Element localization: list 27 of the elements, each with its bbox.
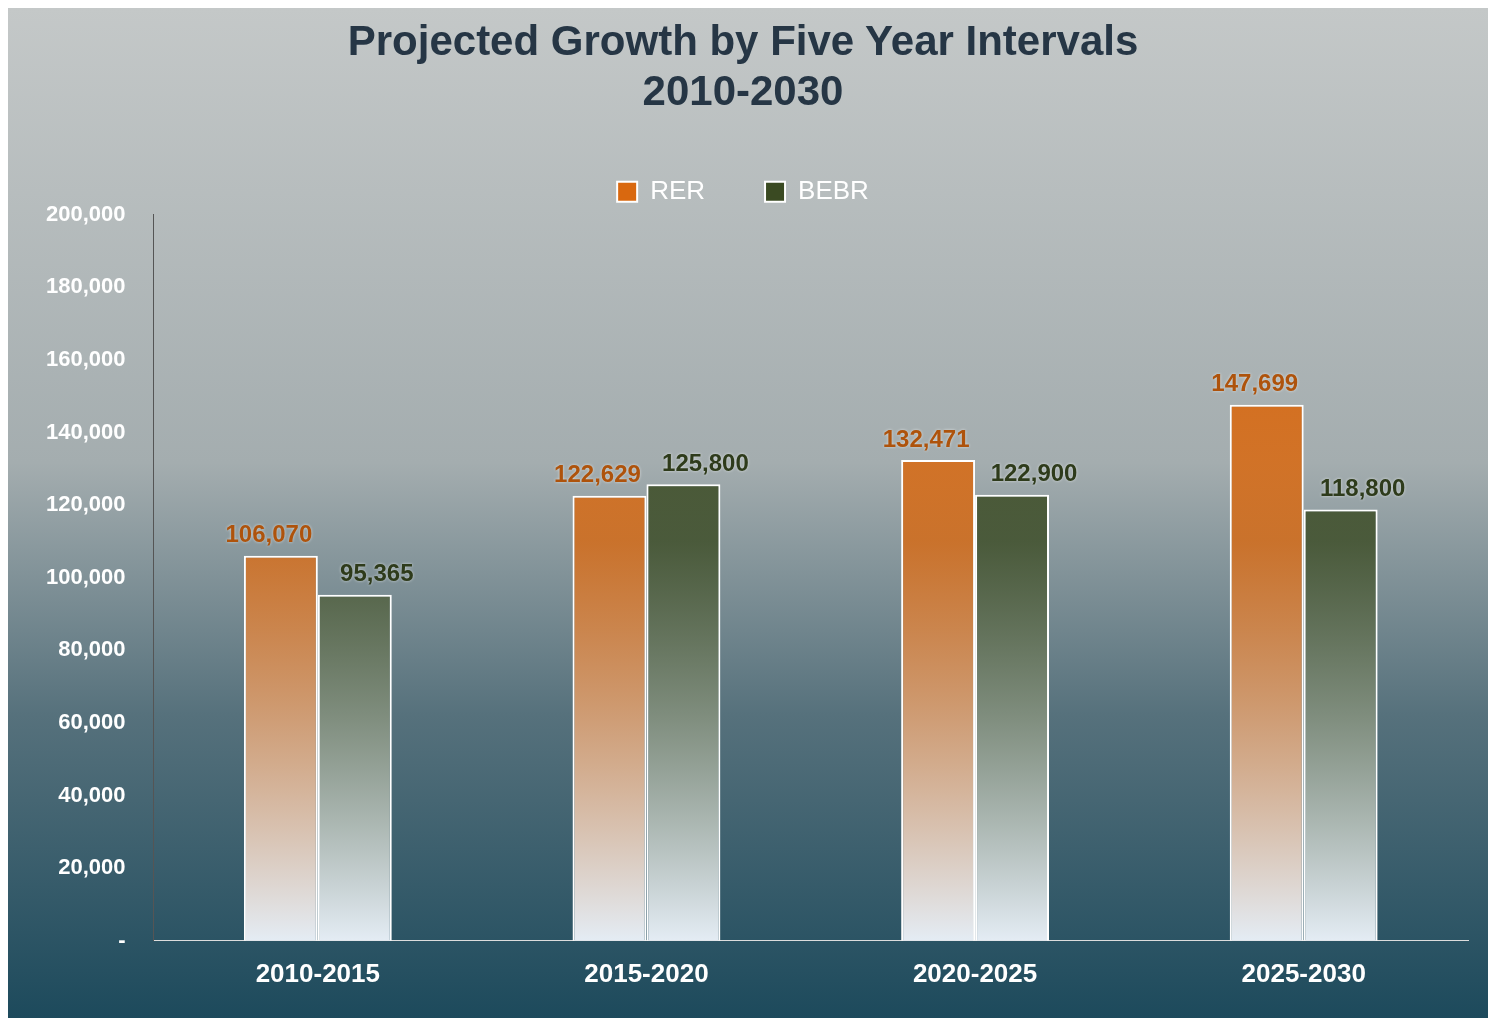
x-tick-label: 2025-2030 [1241, 957, 1366, 988]
data-label: 95,365 [340, 559, 414, 587]
x-tick-label: 2015-2020 [584, 957, 709, 988]
legend-label: BEBR [798, 174, 869, 205]
y-tick-label: 20,000 [58, 854, 126, 880]
y-tick-label: 160,000 [45, 346, 126, 372]
y-tick-label: 60,000 [58, 709, 126, 735]
data-label: 118,800 [1319, 474, 1406, 502]
data-label: 122,900 [990, 459, 1078, 487]
y-tick-label: 100,000 [45, 563, 126, 589]
y-tick-label: 180,000 [45, 273, 126, 299]
x-tick-label: 2010-2015 [255, 957, 381, 988]
y-tick-label: 140,000 [45, 418, 126, 444]
legend-label: RER [650, 174, 706, 205]
y-tick-label: 40,000 [58, 781, 126, 807]
data-label: 132,471 [882, 424, 970, 452]
y-tick-label: 80,000 [58, 636, 126, 662]
y-tick-label: 120,000 [45, 491, 126, 517]
data-label: 106,070 [225, 520, 313, 548]
chart-title: Projected Growth by Five Year Intervals [347, 16, 1139, 64]
y-tick-label: 200,000 [45, 200, 126, 226]
data-label: 125,800 [662, 448, 749, 476]
y-tick-label: - [118, 926, 126, 952]
x-tick-label: 2020-2025 [912, 957, 1038, 988]
chart-subtitle: 2010-2030 [642, 67, 844, 115]
data-label: 147,699 [1211, 369, 1299, 397]
data-label: 122,629 [554, 460, 641, 488]
